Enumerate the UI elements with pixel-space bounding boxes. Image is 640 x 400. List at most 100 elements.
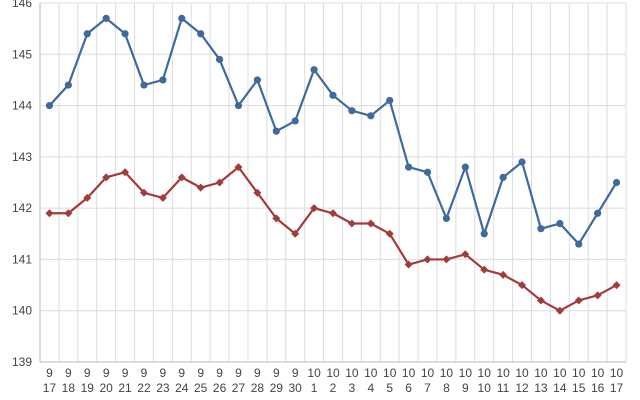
data-point (234, 163, 243, 172)
x-tick-label: 9 30 (289, 366, 303, 395)
y-tick-label: 146 (12, 0, 32, 10)
x-tick-label: 9 21 (118, 366, 132, 395)
x-tick-day: 30 (289, 381, 303, 395)
data-point (329, 209, 337, 218)
data-point (480, 230, 488, 238)
x-tick-label: 9 17 (43, 366, 57, 395)
data-point (555, 306, 564, 315)
x-tick-month: 10 (307, 366, 321, 380)
data-point (159, 76, 167, 84)
x-tick-day: 21 (118, 381, 132, 395)
x-tick-month: 9 (103, 366, 110, 380)
x-tick-day: 9 (462, 381, 469, 395)
x-tick-day: 27 (232, 381, 246, 395)
data-point (461, 163, 469, 171)
x-tick-label: 10 3 (345, 366, 359, 395)
x-tick-day: 26 (213, 381, 227, 395)
data-point (310, 204, 319, 213)
x-tick-day: 10 (478, 381, 492, 395)
data-point (499, 173, 507, 181)
x-tick-day: 20 (99, 381, 113, 395)
data-point (45, 101, 54, 110)
x-tick-day: 19 (81, 381, 95, 395)
data-point (367, 112, 375, 120)
x-tick-month: 10 (478, 366, 492, 380)
x-tick-month: 9 (141, 366, 148, 380)
x-tick-day: 5 (386, 381, 393, 395)
x-tick-month: 9 (254, 366, 261, 380)
data-point (480, 265, 489, 274)
x-tick-month: 10 (496, 366, 510, 380)
x-tick-day: 12 (515, 381, 529, 395)
x-tick-month: 9 (273, 366, 280, 380)
y-tick-label: 139 (12, 355, 32, 369)
x-tick-month: 9 (46, 366, 53, 380)
x-tick-day: 6 (405, 381, 412, 395)
data-point (253, 76, 261, 84)
x-tick-day: 1 (311, 381, 318, 395)
x-tick-month: 10 (572, 366, 586, 380)
data-point (158, 193, 167, 202)
x-axis-ticks: 9 179 189 199 209 219 229 239 249 259 269 279 289 299… (43, 366, 624, 395)
x-tick-label: 10 14 (553, 366, 567, 395)
data-point (272, 214, 281, 223)
data-point (366, 219, 375, 228)
y-tick-label: 142 (12, 201, 32, 215)
x-tick-label: 10 13 (534, 366, 548, 395)
x-tick-day: 23 (156, 381, 170, 395)
data-point (329, 91, 337, 99)
series-2 (45, 163, 621, 315)
x-tick-label: 9 18 (62, 366, 76, 395)
x-tick-label: 10 4 (364, 366, 378, 395)
x-tick-label: 9 22 (137, 366, 151, 395)
data-point (291, 229, 300, 238)
x-tick-label: 9 27 (232, 366, 246, 395)
x-tick-day: 25 (194, 381, 208, 395)
x-tick-month: 9 (122, 366, 129, 380)
data-point (45, 209, 54, 218)
x-tick-month: 9 (84, 366, 91, 380)
data-point (121, 168, 130, 177)
data-point (310, 66, 318, 74)
x-tick-day: 13 (534, 381, 548, 395)
data-point (423, 168, 432, 176)
data-point (404, 260, 413, 269)
x-tick-day: 2 (330, 381, 337, 395)
data-point (423, 255, 432, 264)
data-point (253, 188, 262, 197)
y-tick-label: 144 (12, 99, 32, 113)
data-point (612, 281, 621, 290)
data-point (593, 291, 602, 300)
y-axis-ticks: 139 140 141 142 143 144 145 146 (12, 0, 32, 369)
data-point (575, 240, 583, 248)
x-tick-month: 10 (459, 366, 473, 380)
data-point (83, 30, 91, 38)
data-point (386, 96, 394, 105)
data-point (537, 225, 545, 233)
data-point (348, 107, 356, 115)
x-tick-label: 10 5 (383, 366, 397, 395)
x-tick-month: 9 (160, 366, 167, 380)
data-point (215, 55, 224, 64)
x-tick-month: 10 (515, 366, 529, 380)
data-point (177, 173, 186, 182)
data-point (536, 296, 545, 305)
y-tick-label: 145 (12, 47, 32, 61)
x-tick-label: 10 2 (326, 366, 340, 395)
x-tick-month: 10 (534, 366, 548, 380)
data-point (556, 219, 564, 228)
x-tick-month: 10 (402, 366, 416, 380)
x-tick-label: 9 19 (81, 366, 95, 395)
x-tick-label: 10 16 (591, 366, 605, 395)
data-point (102, 14, 110, 22)
x-tick-month: 10 (326, 366, 340, 380)
data-point (518, 281, 527, 290)
data-point (518, 158, 526, 166)
x-tick-month: 9 (216, 366, 223, 380)
y-tick-label: 143 (12, 150, 32, 164)
data-point (612, 178, 621, 187)
x-tick-month: 9 (65, 366, 72, 380)
x-tick-label: 10 9 (459, 366, 473, 395)
x-tick-label: 10 17 (610, 366, 624, 395)
